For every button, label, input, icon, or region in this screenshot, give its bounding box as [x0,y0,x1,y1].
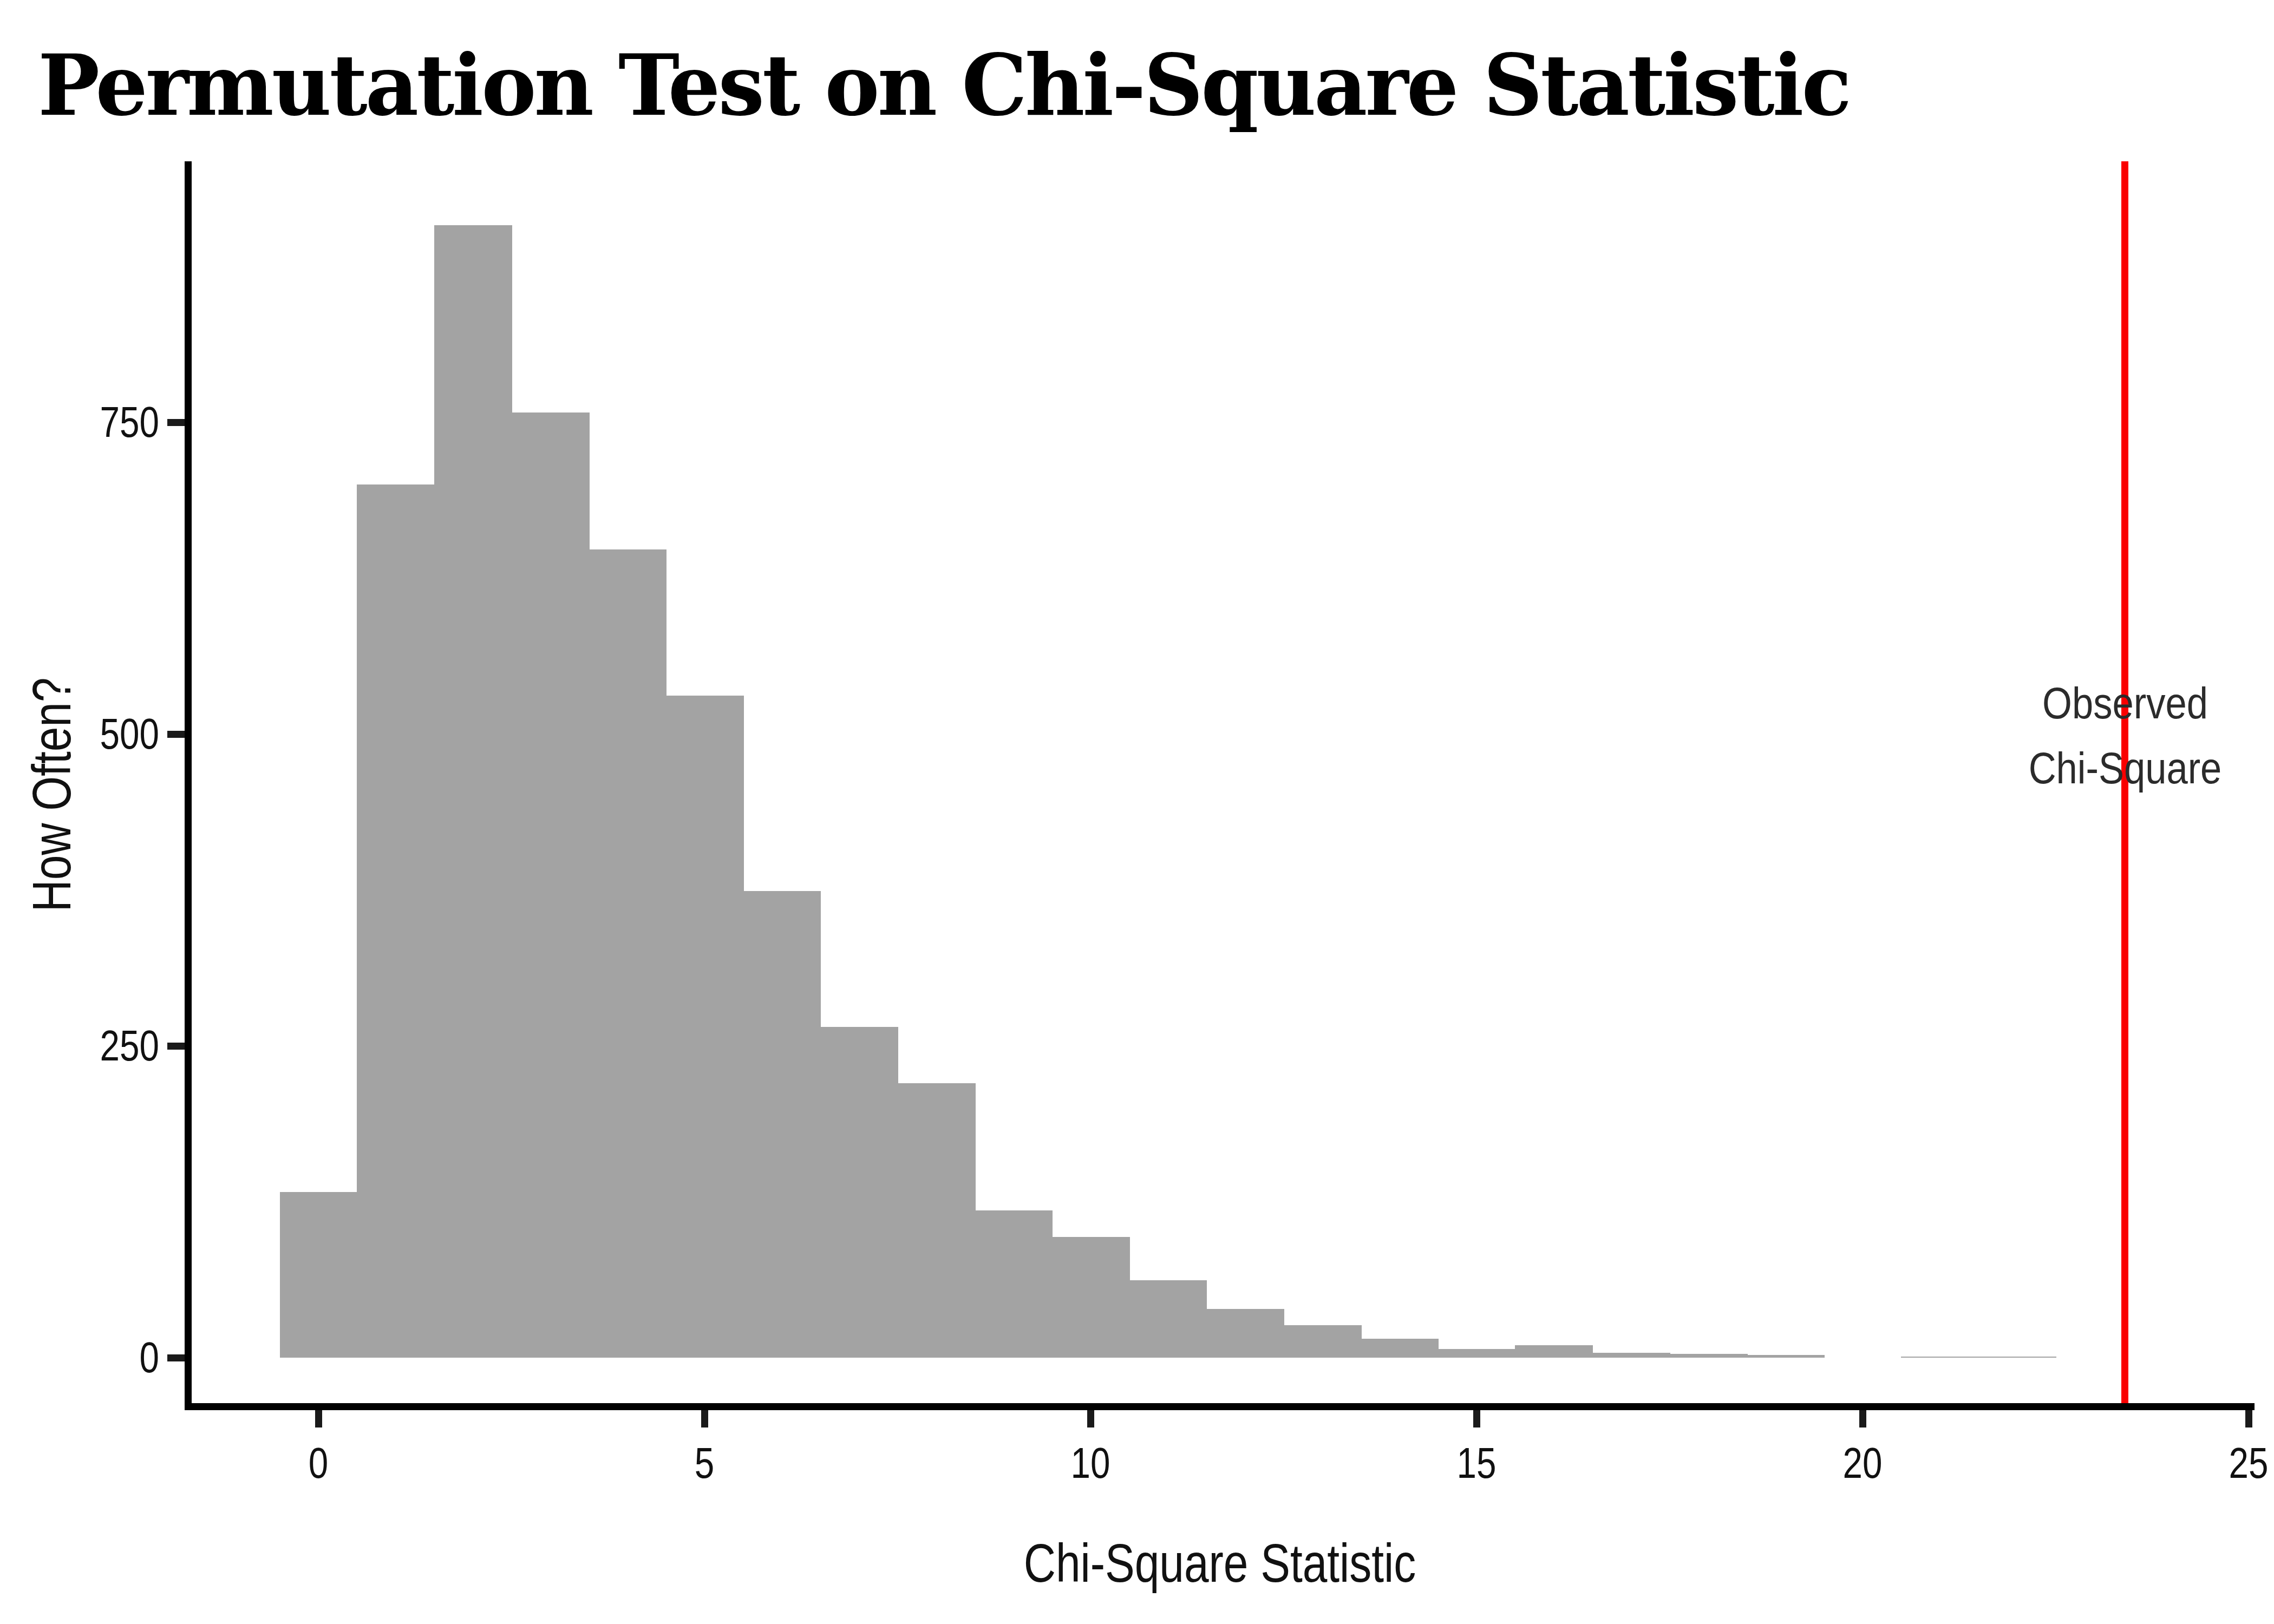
histogram-bar [434,225,512,1358]
histogram-bar [898,1083,976,1358]
y-tick-mark [167,731,185,738]
x-axis-line [185,1403,2255,1410]
x-tick-mark [315,1410,322,1427]
histogram-bar [1592,1353,1670,1358]
histogram-bar [1670,1354,1748,1358]
histogram-bar [1206,1309,1284,1358]
y-axis-title: How Often? [19,573,84,1017]
histogram-bar [589,549,666,1358]
histogram-bar [512,412,590,1358]
annotation-line-1: Observed [1962,671,2274,736]
x-tick-label: 25 [2182,1437,2274,1489]
x-tick-mark [1473,1410,1480,1427]
x-tick-mark [2245,1410,2252,1427]
y-tick-label: 0 [53,1331,159,1385]
x-tick-label: 15 [1410,1437,1543,1489]
chart-title: Permutation Test on Chi-Square Statistic [38,42,1850,129]
histogram-bar [1901,1357,1979,1358]
y-tick-label: 750 [53,395,159,449]
histogram-bar [357,484,435,1358]
histogram-bar [666,696,744,1358]
x-tick-label: 5 [638,1437,771,1489]
observed-line-annotation: Observed Chi-Square [1936,671,2274,801]
histogram-bar [1438,1349,1516,1358]
histogram-bar [1284,1325,1362,1358]
y-tick-mark [167,1043,185,1050]
histogram-bar [820,1027,898,1358]
y-tick-label: 250 [53,1019,159,1073]
x-tick-label: 20 [1796,1437,1929,1489]
annotation-line-2: Chi-Square [1962,736,2274,801]
y-axis-line [185,161,192,1410]
histogram-bar [1978,1357,2056,1358]
histogram-bar [1129,1280,1207,1358]
y-tick-mark [167,1354,185,1361]
histogram-bar [1361,1339,1439,1358]
x-tick-mark [1859,1410,1866,1427]
histogram-bar [743,891,821,1358]
permutation-test-figure: Permutation Test on Chi-Square Statistic… [0,0,2274,1624]
histogram-bar [1515,1345,1593,1358]
x-tick-label: 10 [1024,1437,1157,1489]
x-tick-mark [701,1410,708,1427]
y-tick-mark [167,419,185,426]
histogram-bar [975,1210,1053,1358]
x-axis-title: Chi-Square Statistic [998,1533,1442,1593]
x-tick-mark [1087,1410,1094,1427]
x-tick-label: 0 [252,1437,385,1489]
histogram-bar [1747,1355,1825,1358]
histogram-bar [1052,1237,1130,1358]
histogram-bar [280,1192,358,1358]
